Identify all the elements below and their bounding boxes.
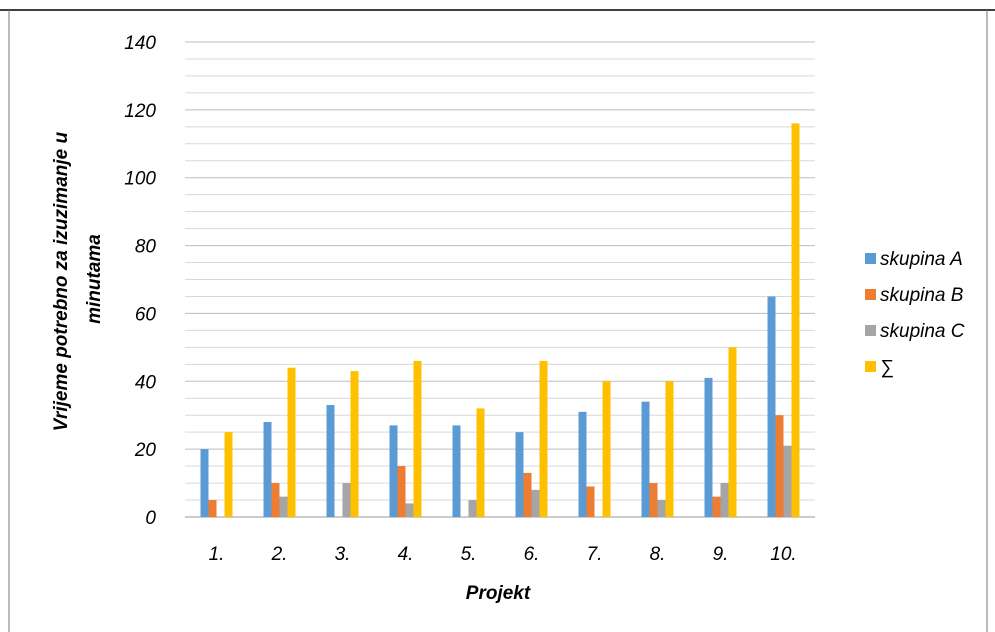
legend-swatch bbox=[865, 253, 876, 264]
bar-skupina-C-8 bbox=[657, 500, 666, 517]
x-tick-label: 7. bbox=[587, 544, 603, 565]
bar-∑-6 bbox=[539, 360, 548, 517]
y-tick-label: 120 bbox=[124, 101, 156, 122]
legend-label: skupina C bbox=[880, 321, 965, 342]
x-axis-label: Projekt bbox=[466, 583, 531, 604]
bar-skupina-C-3 bbox=[342, 483, 351, 517]
bar-skupina-A-6 bbox=[515, 432, 524, 517]
bar-skupina-C-2 bbox=[279, 496, 288, 517]
bar-skupina-B-6 bbox=[523, 472, 532, 517]
legend-label: skupina A bbox=[880, 249, 963, 270]
bar-skupina-B-4 bbox=[397, 466, 406, 517]
bar-skupina-A-1 bbox=[200, 449, 209, 517]
gridlines bbox=[185, 41, 815, 518]
legend-swatch bbox=[865, 361, 876, 372]
y-axis-label-line-1: Vrijeme potrebno za izuzimanje u bbox=[51, 132, 72, 432]
legend: skupina A skupina B skupina C ∑ bbox=[865, 249, 965, 378]
x-tick-label: 2. bbox=[271, 544, 288, 565]
bar-skupina-B-8 bbox=[649, 483, 658, 517]
x-tick-label: 8. bbox=[650, 544, 666, 565]
y-tick-label: 60 bbox=[135, 304, 157, 325]
y-tick-label: 80 bbox=[135, 237, 157, 258]
y-axis-label-line-2: minutama bbox=[84, 234, 105, 324]
bar-skupina-B-1 bbox=[208, 500, 217, 517]
bar-skupina-B-9 bbox=[712, 496, 721, 517]
legend-swatch bbox=[865, 325, 876, 336]
bar-skupina-A-10 bbox=[767, 296, 776, 517]
bar-∑-5 bbox=[476, 408, 485, 517]
x-tick-label: 1. bbox=[209, 544, 225, 565]
bar-skupina-B-10 bbox=[775, 415, 784, 517]
bar-∑-7 bbox=[602, 381, 611, 517]
y-tick-label: 20 bbox=[134, 440, 157, 461]
bar-∑-2 bbox=[287, 367, 296, 517]
y-tick-label: 40 bbox=[135, 372, 157, 393]
legend-label: skupina B bbox=[880, 285, 964, 306]
bar-skupina-A-7 bbox=[578, 411, 587, 517]
x-tick-label: 9. bbox=[713, 544, 729, 565]
legend-swatch bbox=[865, 289, 876, 300]
bar-∑-4 bbox=[413, 360, 422, 517]
x-tick-labels: 1. 2. 3. 4. 5. 6. 7. 8. 9. 10. bbox=[209, 544, 797, 565]
bar-skupina-B-7 bbox=[586, 486, 595, 517]
bar-skupina-C-4 bbox=[405, 503, 414, 517]
bar-skupina-C-10 bbox=[783, 445, 792, 517]
bar-skupina-C-6 bbox=[531, 489, 540, 517]
bar-series bbox=[200, 123, 800, 517]
bar-∑-3 bbox=[350, 371, 359, 517]
y-axis-label: Vrijeme potrebno za izuzimanje u minutam… bbox=[51, 127, 105, 432]
bar-skupina-A-9 bbox=[704, 377, 713, 517]
x-tick-label: 4. bbox=[398, 544, 414, 565]
bar-∑-1 bbox=[224, 432, 233, 517]
x-tick-label: 10. bbox=[770, 544, 796, 565]
y-tick-label: 100 bbox=[124, 169, 156, 190]
x-tick-label: 3. bbox=[335, 544, 351, 565]
bar-skupina-A-3 bbox=[326, 405, 335, 517]
bar-skupina-A-2 bbox=[263, 422, 272, 517]
legend-label: ∑ bbox=[880, 357, 894, 378]
x-tick-label: 6. bbox=[524, 544, 540, 565]
y-tick-label: 140 bbox=[124, 33, 156, 54]
bar-skupina-C-5 bbox=[468, 500, 477, 517]
x-tick-label: 5. bbox=[461, 544, 477, 565]
y-tick-labels: 0 20 40 60 80 100 120 140 bbox=[124, 33, 156, 529]
bar-∑-9 bbox=[728, 347, 737, 517]
y-tick-label: 0 bbox=[145, 508, 156, 529]
bar-skupina-B-2 bbox=[271, 483, 280, 517]
bar-skupina-C-9 bbox=[720, 483, 729, 517]
bar-∑-10 bbox=[791, 123, 800, 517]
bar-skupina-A-5 bbox=[452, 425, 461, 517]
bar-skupina-A-8 bbox=[641, 401, 650, 517]
bar-∑-8 bbox=[665, 381, 674, 517]
bar-skupina-A-4 bbox=[389, 425, 398, 517]
